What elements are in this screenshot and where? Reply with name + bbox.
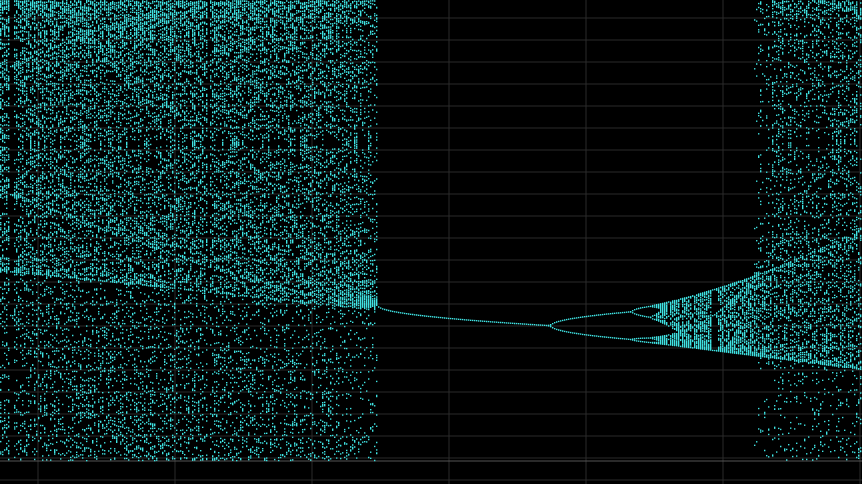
plot xyxy=(0,0,862,462)
orbit-points xyxy=(0,0,862,462)
